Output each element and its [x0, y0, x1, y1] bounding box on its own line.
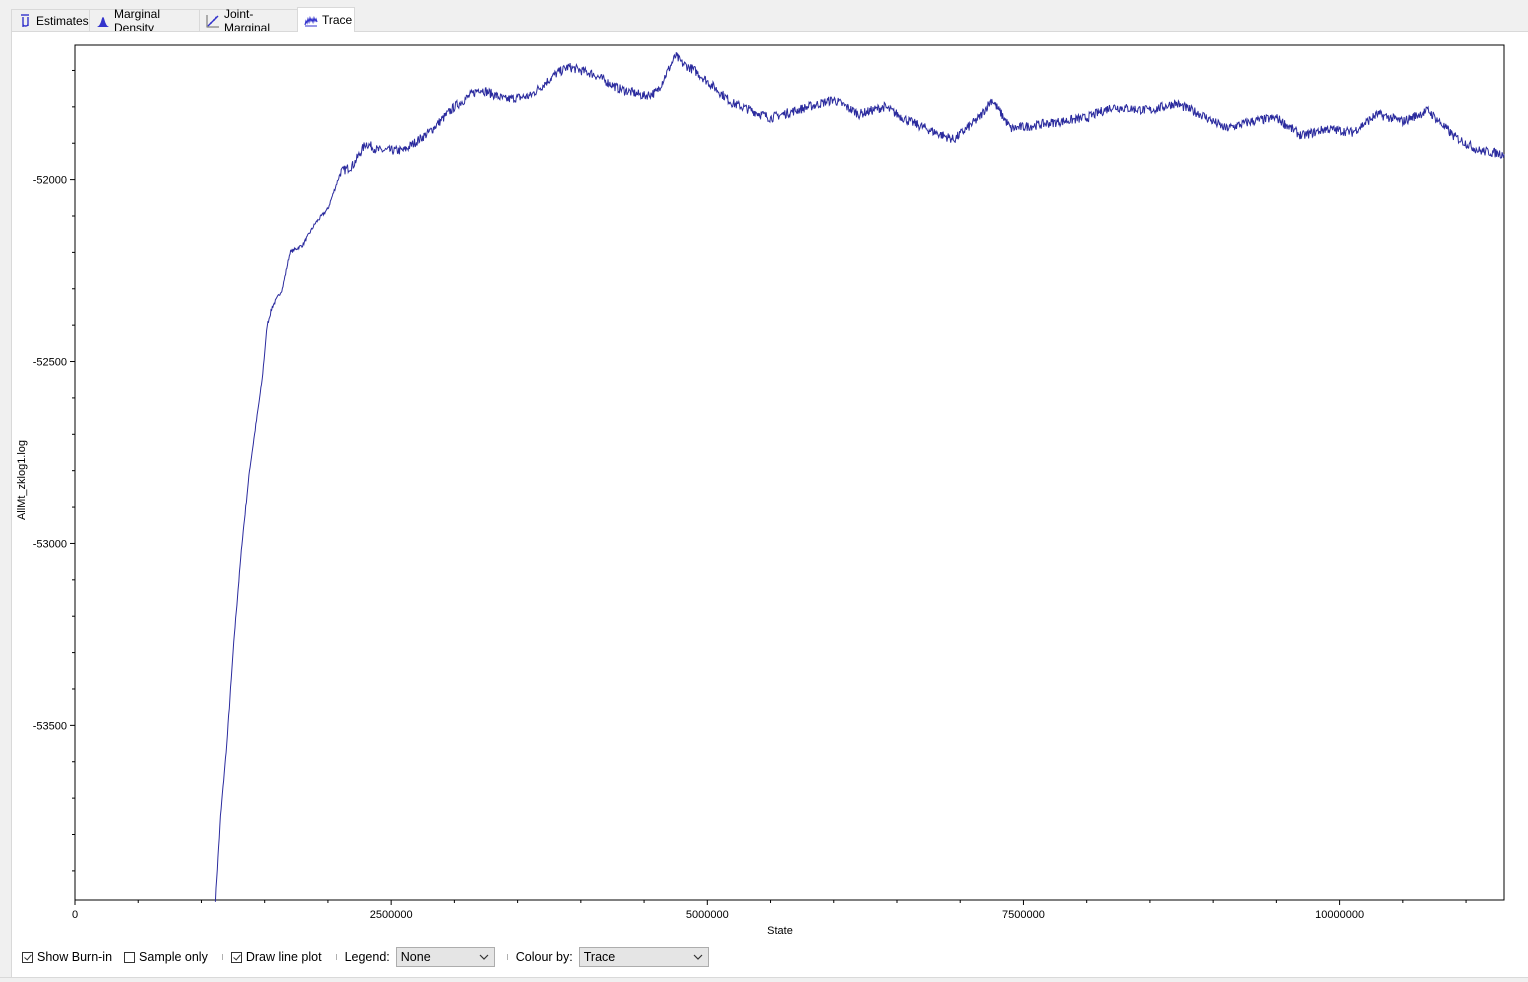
colour-by-select[interactable]: Trace	[578, 947, 709, 967]
joint-marginal-icon	[206, 14, 220, 28]
checkbox-label: Show Burn-in	[37, 950, 113, 964]
density-icon	[96, 14, 110, 28]
y-tick-label: -52500	[33, 357, 67, 369]
mu-icon	[18, 13, 32, 28]
chevron-down-icon	[693, 954, 703, 960]
checkbox-box[interactable]	[124, 951, 136, 963]
legend-select-value: None	[400, 950, 431, 964]
y-tick-label: -53000	[33, 538, 67, 550]
x-tick-label: 10000000	[1315, 909, 1364, 921]
legend-select[interactable]: None	[395, 947, 495, 967]
x-axis-label: State	[767, 925, 793, 937]
checkbox-box[interactable]	[230, 951, 242, 963]
separator	[506, 954, 508, 960]
y-tick-label: -53500	[33, 720, 67, 732]
controls-bar: Show Burn-in Sample only Draw line plot …	[22, 945, 719, 969]
x-tick-label: 5000000	[686, 909, 729, 921]
checkbox-box[interactable]	[22, 951, 33, 963]
show-burnin-checkbox[interactable]: Show Burn-in	[22, 950, 112, 964]
sample-only-checkbox[interactable]: Sample only	[124, 950, 208, 964]
x-axis: 0 2500000 5000000 7500000 10000000	[72, 900, 1467, 921]
chevron-down-icon	[479, 954, 489, 960]
y-tick-label: -52000	[33, 175, 67, 187]
plot-area	[74, 44, 1505, 901]
checkbox-label: Sample only	[139, 950, 208, 964]
x-tick-label: 2500000	[370, 909, 413, 921]
tab-bar: Estimates Marginal Density Joint-Margina…	[0, 0, 1528, 35]
separator	[221, 954, 223, 960]
x-tick-label: 0	[72, 909, 78, 921]
separator	[335, 954, 337, 960]
trace-chart: 0 2500000 5000000 7500000 10000000 -52000-52…	[16, 44, 1505, 937]
bottom-border	[0, 977, 1528, 982]
tab-label: Trace	[322, 13, 353, 27]
x-tick-label: 7500000	[1002, 909, 1045, 921]
colour-by-select-value: Trace	[583, 950, 616, 964]
draw-line-plot-checkbox[interactable]: Draw line plot	[230, 950, 322, 964]
colour-by-label: Colour by:	[515, 950, 573, 964]
trace-series-line	[214, 52, 1505, 902]
y-axis: -52000 -52500 -53000 -53500	[33, 69, 75, 872]
tab-joint-marginal[interactable]: Joint-Marginal	[199, 7, 298, 35]
checkbox-label: Draw line plot	[245, 950, 322, 964]
y-axis-label: AllMt_zklog1.log	[16, 440, 28, 520]
tab-trace[interactable]: Trace	[297, 7, 355, 32]
trace-icon	[304, 13, 318, 27]
legend-label: Legend:	[344, 950, 390, 964]
tab-label: Estimates	[36, 13, 89, 28]
